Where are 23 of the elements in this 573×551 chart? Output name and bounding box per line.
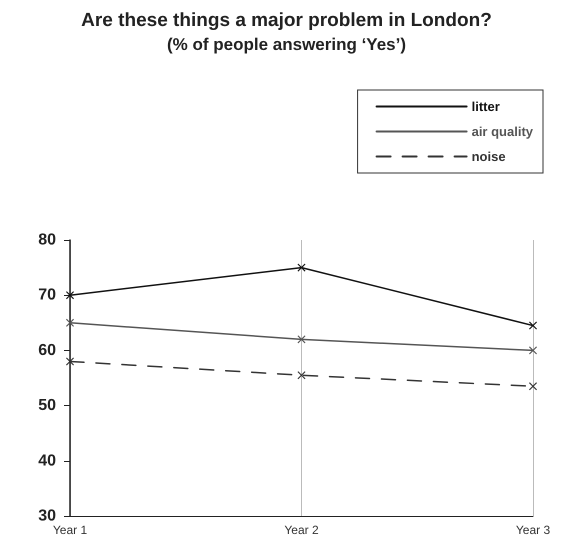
point [529,382,537,390]
y-tick-label: 80 [38,232,56,248]
point [529,322,537,330]
text: noise [472,149,506,164]
point [529,346,537,354]
text: air quality [472,124,534,139]
x-tick-label: Year 2 [284,523,319,537]
point [298,335,306,344]
y-tick-label: 40 [38,452,56,470]
chart-title: Are these things a major problem in London? [81,10,492,31]
y-tick-label: 30 [38,508,56,524]
x-tick-label: Year 3 [516,523,550,537]
text: litter [472,99,500,114]
point [298,371,306,380]
point [298,264,306,272]
x-tick-label: Year 1 [52,523,88,537]
y-tick-label: 60 [38,342,56,359]
point [66,357,74,366]
point [66,291,74,300]
y-tick-label: 50 [38,397,56,414]
chart-subtitle: (% of people answering ‘Yes’) [167,35,406,54]
y-tick-label: 70 [38,286,56,304]
point [66,318,74,327]
